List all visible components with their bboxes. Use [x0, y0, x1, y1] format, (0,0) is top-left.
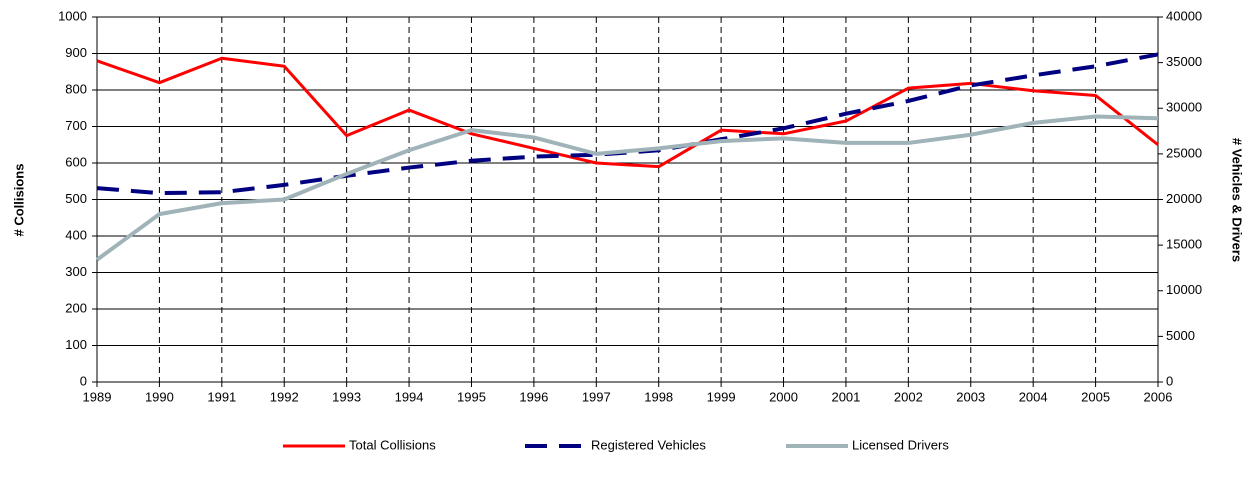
- x-tick-label: 2003: [956, 389, 985, 404]
- x-tick-label: 1989: [83, 389, 112, 404]
- y-tick-label: 300: [65, 264, 87, 279]
- x-tick-label: 2004: [1019, 389, 1048, 404]
- x-tick-label: 1996: [519, 389, 548, 404]
- x-tick-label: 1999: [707, 389, 736, 404]
- y-tick-label: 400: [65, 227, 87, 242]
- y-axis-title: # Collisions: [11, 164, 26, 237]
- y2-tick-label: 40000: [1166, 8, 1202, 23]
- y-tick-label: 500: [65, 191, 87, 206]
- y2-tick-label: 30000: [1166, 100, 1202, 115]
- y-tick-label: 0: [80, 373, 87, 388]
- x-tick-label: 1992: [270, 389, 299, 404]
- x-tick-label: 2005: [1081, 389, 1110, 404]
- y2-tick-label: 35000: [1166, 54, 1202, 69]
- y2-tick-label: 20000: [1166, 191, 1202, 206]
- y-tick-label: 200: [65, 300, 87, 315]
- legend-label: Registered Vehicles: [591, 437, 706, 452]
- y2-tick-label: 15000: [1166, 237, 1202, 252]
- x-tick-label: 1991: [207, 389, 236, 404]
- y-tick-label: 600: [65, 154, 87, 169]
- x-tick-label: 2001: [831, 389, 860, 404]
- y-tick-label: 1000: [58, 8, 87, 23]
- legend-label: Licensed Drivers: [852, 437, 949, 452]
- y2-tick-label: 5000: [1166, 328, 1195, 343]
- x-tick-label: 1990: [145, 389, 174, 404]
- y-tick-label: 100: [65, 337, 87, 352]
- x-tick-label: 2006: [1144, 389, 1173, 404]
- y2-axis-title: # Vehicles & Drivers: [1230, 138, 1245, 262]
- x-tick-label: 1997: [582, 389, 611, 404]
- x-tick-label: 1998: [644, 389, 673, 404]
- x-tick-label: 2002: [894, 389, 923, 404]
- series-line: [96, 52, 1159, 196]
- y2-tick-label: 25000: [1166, 145, 1202, 160]
- series-line: [95, 114, 1159, 262]
- y2-tick-label: 10000: [1166, 282, 1202, 297]
- y-tick-label: 700: [65, 118, 87, 133]
- legend-label: Total Collisions: [349, 437, 436, 452]
- y-tick-label: 900: [65, 45, 87, 60]
- x-tick-label: 1995: [457, 389, 486, 404]
- y2-tick-label: 0: [1166, 373, 1173, 388]
- x-tick-label: 1993: [332, 389, 361, 404]
- y-tick-label: 800: [65, 81, 87, 96]
- x-tick-label: 2000: [769, 389, 798, 404]
- x-tick-label: 1994: [395, 389, 424, 404]
